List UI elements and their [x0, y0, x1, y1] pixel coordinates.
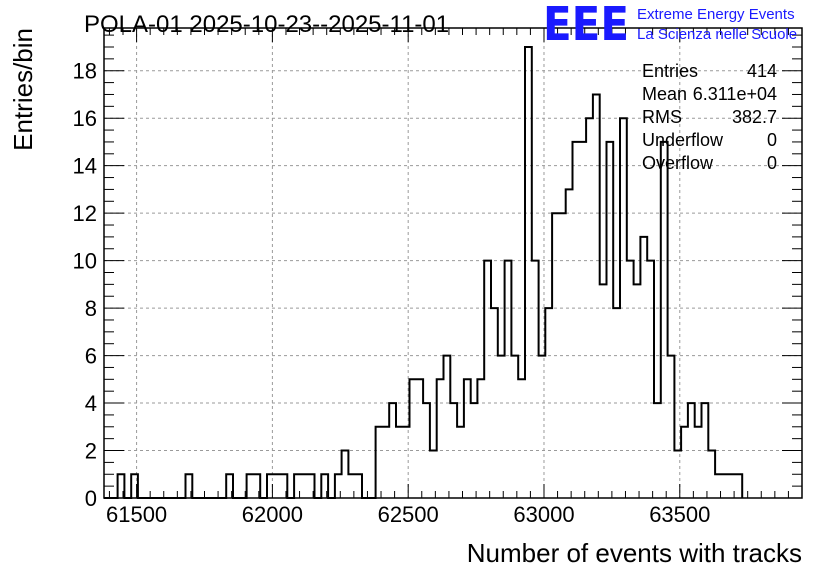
tick-label-layer: 61500 62000 62500 63000 63500 0 2 4 6 8 10 12 14 16 18	[73, 59, 711, 527]
chart-title: POLA-01 2025-10-23--2025-11-01	[84, 11, 449, 38]
y-tick-label: 10	[73, 249, 97, 274]
y-tick-label: 2	[85, 439, 97, 464]
x-axis-label: Number of events with tracks	[467, 538, 802, 568]
stat-label-mean: Mean	[642, 84, 687, 104]
x-tick-label: 62500	[378, 502, 439, 527]
x-tick-label: 63500	[649, 502, 710, 527]
stat-value-entries: 414	[747, 61, 777, 81]
x-tick-label: 61500	[106, 502, 167, 527]
y-tick-label: 18	[73, 59, 97, 84]
y-tick-label: 8	[85, 296, 97, 321]
y-tick-label: 0	[85, 486, 97, 511]
ticks-layer	[104, 28, 803, 499]
eee-logo: EEE Extreme Energy Events La Scienza nel…	[543, 0, 797, 51]
y-tick-label: 14	[73, 154, 97, 179]
y-tick-label: 12	[73, 201, 97, 226]
eee-logo-mark: EEE	[543, 0, 629, 51]
eee-logo-line1: Extreme Energy Events	[637, 6, 795, 23]
y-tick-label: 6	[85, 344, 97, 369]
stat-label-rms: RMS	[642, 107, 682, 127]
y-tick-label: 4	[85, 391, 97, 416]
x-tick-label: 62000	[242, 502, 303, 527]
stat-value-underflow: 0	[767, 130, 777, 150]
stat-label-overflow: Overflow	[642, 153, 714, 173]
x-tick-label: 63000	[513, 502, 574, 527]
stat-value-overflow: 0	[767, 153, 777, 173]
plot-frame	[103, 27, 803, 499]
stats-box: Entries 414 Mean 6.311e+04 RMS 382.7 Und…	[642, 61, 777, 173]
histogram-layer	[104, 46, 744, 499]
y-axis-label: Entries/bin	[8, 28, 38, 151]
histogram-outline	[104, 46, 744, 499]
eee-logo-line2: La Scienza nelle Scuole	[637, 26, 797, 43]
stat-label-entries: Entries	[642, 61, 698, 81]
stat-value-mean: 6.311e+04	[693, 84, 777, 104]
stat-value-rms: 382.7	[732, 107, 777, 127]
y-tick-label: 16	[73, 106, 97, 131]
stat-label-underflow: Underflow	[642, 130, 724, 150]
